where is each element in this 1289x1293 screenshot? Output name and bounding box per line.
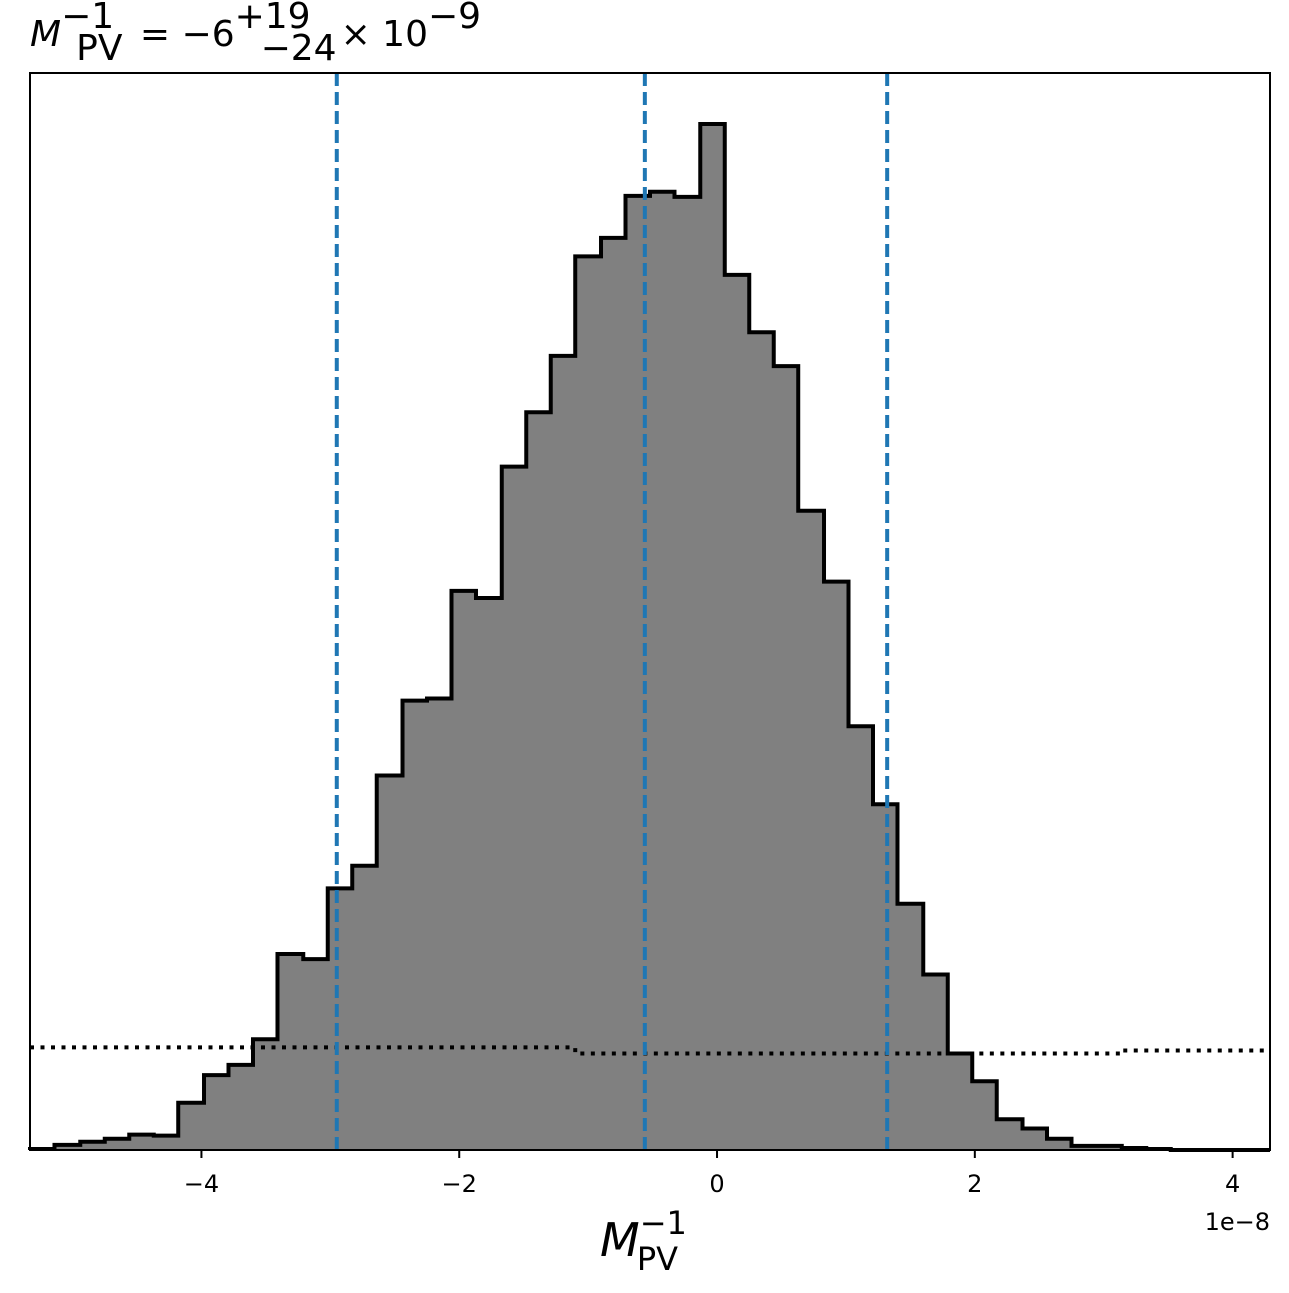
- title-exponent: −9: [428, 0, 481, 37]
- histogram-bar: [252, 1039, 278, 1150]
- x-tick-label: 0: [709, 1170, 724, 1198]
- histogram-bar: [228, 1064, 254, 1150]
- title-symbol: M: [30, 14, 61, 55]
- histogram-bar: [204, 1075, 230, 1150]
- histogram-bar: [724, 274, 750, 1150]
- histogram-outline: [28, 122, 1270, 1152]
- x-tick-label: −2: [442, 1170, 477, 1198]
- histogram-bar: [650, 191, 675, 1150]
- histogram-bar: [129, 1134, 155, 1150]
- histogram-bar: [352, 865, 378, 1150]
- histogram-bar: [475, 598, 503, 1150]
- histogram-bar: [972, 1081, 998, 1150]
- xlabel-subscript: PV: [637, 1240, 678, 1278]
- title-equals: = −6: [128, 14, 234, 55]
- histogram-bar: [1071, 1145, 1097, 1150]
- histogram-bar: [947, 1053, 973, 1150]
- x-offset-text: 1e−8: [1205, 1208, 1270, 1236]
- histogram-bar: [54, 1144, 81, 1150]
- prior-line: [30, 1045, 1270, 1056]
- histogram-bar: [848, 726, 874, 1150]
- histogram-bar: [923, 974, 949, 1150]
- title-err-plus: +19: [235, 0, 311, 37]
- x-tick-label: −4: [184, 1170, 219, 1198]
- histogram-bar: [897, 903, 924, 1150]
- title-subscript: PV: [76, 28, 123, 69]
- x-tick-label: 2: [967, 1170, 982, 1198]
- histogram-bar: [1047, 1138, 1072, 1150]
- title-superscript: −1: [61, 0, 114, 37]
- histogram-bar: [402, 700, 428, 1150]
- xlabel-superscript: −1: [640, 1204, 687, 1242]
- histogram-bar: [427, 698, 452, 1150]
- histogram-bar: [749, 332, 775, 1150]
- histogram-bar: [550, 355, 576, 1151]
- histogram-bar: [277, 954, 304, 1150]
- histogram-bar: [104, 1138, 130, 1150]
- histogram-bar: [700, 124, 726, 1150]
- histogram-bar: [773, 366, 799, 1150]
- histogram-bar: [1095, 1145, 1123, 1150]
- histogram-bar: [674, 196, 701, 1150]
- title-times: × 10: [341, 14, 428, 55]
- histogram-bar: [303, 959, 329, 1150]
- histogram-bar: [327, 888, 353, 1150]
- plot-area: [28, 73, 1270, 1152]
- histogram-bar: [601, 237, 627, 1151]
- histogram-bar: [1022, 1128, 1048, 1150]
- histogram-bar: [575, 256, 602, 1150]
- chart-title: M−1 PV = −6+19 −24 × 10−9: [30, 0, 481, 69]
- xlabel-symbol: M: [600, 1213, 640, 1267]
- title-err-minus: −24: [261, 28, 337, 69]
- histogram-bar: [824, 581, 850, 1150]
- histogram-bar: [178, 1102, 205, 1150]
- x-axis-ticks: −4 −2 0 2 4: [184, 1150, 1240, 1198]
- histogram-bar: [526, 412, 552, 1150]
- x-axis-label: M−1 PV: [600, 1204, 687, 1278]
- histogram-bar: [376, 775, 404, 1150]
- histogram-bar: [501, 466, 527, 1151]
- histogram-bar: [80, 1141, 106, 1150]
- histogram-bar: [153, 1135, 179, 1150]
- histogram-bar: [798, 510, 825, 1150]
- x-tick-label: 4: [1225, 1170, 1240, 1198]
- histogram-bar: [996, 1119, 1024, 1150]
- histogram-bar: [451, 590, 477, 1150]
- axes-frame: [29, 72, 1271, 1151]
